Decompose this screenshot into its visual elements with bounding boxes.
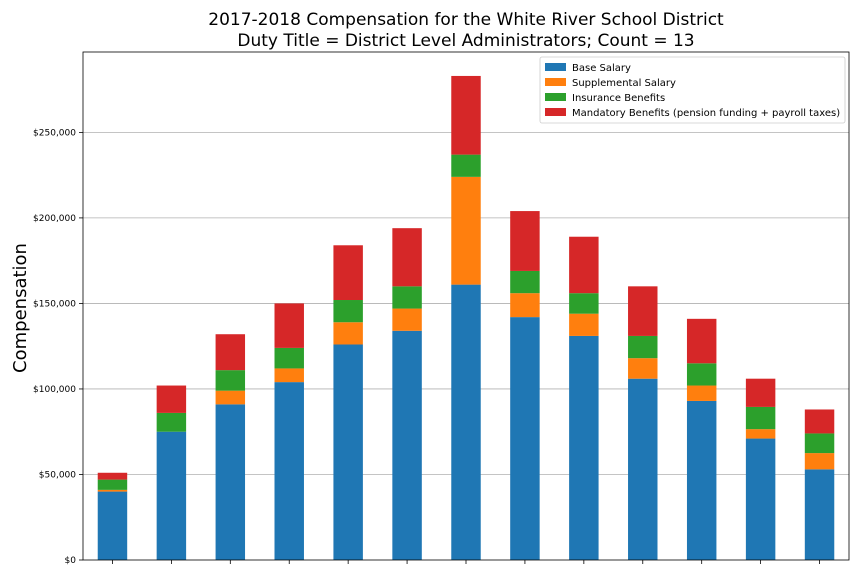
- bar-segment-2: [392, 308, 422, 331]
- y-tick-label: $250,000: [33, 128, 76, 138]
- y-tick-label: $100,000: [33, 385, 76, 395]
- y-tick-label: $0: [65, 556, 77, 566]
- legend-box: [539, 56, 846, 124]
- bar-segment-3: [510, 270, 540, 294]
- bar-segment-3: [156, 412, 187, 432]
- legend-label: Base Salary: [572, 63, 631, 74]
- bar-segment-1: [274, 382, 304, 560]
- bar-segment-4: [392, 228, 422, 287]
- legend-swatch: [545, 108, 566, 116]
- bar-segment-2: [215, 390, 246, 405]
- y-ticks: $0 $50,000 $100,000 $150,000 $200,000 $250,00…: [33, 128, 83, 566]
- legend-label: Insurance Benefits: [572, 93, 665, 104]
- bar-segment-4: [274, 303, 304, 348]
- bar-segment-1: [215, 404, 246, 560]
- bar-segment-2: [274, 368, 304, 383]
- bar-segment-2: [686, 385, 717, 401]
- bar-segment-1: [156, 431, 187, 560]
- bar-segment-4: [333, 245, 363, 301]
- bar-segment-1: [451, 284, 481, 560]
- y-axis-label: Compensation: [10, 243, 31, 373]
- legend-swatch: [545, 93, 566, 101]
- bar-segment-4: [745, 378, 776, 407]
- legend: Base Salary Supplemental Salary Insurance …: [539, 56, 846, 124]
- bar-segment-1: [804, 469, 835, 560]
- bar-segment-2: [745, 429, 776, 439]
- bars: [97, 75, 835, 560]
- bar-segment-1: [333, 344, 363, 560]
- legend-label: Mandatory Benefits (pension funding + pa…: [572, 108, 840, 119]
- bar-segment-3: [628, 335, 658, 359]
- bar-segment-2: [510, 293, 540, 318]
- bar-segment-1: [686, 400, 717, 560]
- bar-segment-3: [569, 293, 599, 314]
- bar-segment-2: [333, 322, 363, 345]
- bar-segment-3: [333, 300, 363, 323]
- y-tick-label: $50,000: [39, 470, 76, 480]
- y-tick-label: $200,000: [33, 214, 76, 224]
- chart-title: 2017-2018 Compensation for the White Riv…: [208, 10, 724, 30]
- bar-segment-3: [215, 370, 246, 391]
- bar-segment-3: [97, 479, 128, 490]
- bar-segment-2: [451, 176, 481, 285]
- bar-segment-1: [569, 335, 599, 560]
- bar-segment-4: [97, 472, 128, 480]
- bar-segment-2: [569, 313, 599, 336]
- bar-segment-4: [804, 409, 835, 434]
- bar-segment-3: [804, 433, 835, 454]
- bar-segment-4: [628, 286, 658, 336]
- bar-segment-1: [392, 330, 422, 560]
- bar-segment-3: [745, 406, 776, 430]
- bar-segment-4: [510, 211, 540, 271]
- legend-swatch: [545, 78, 566, 86]
- bar-segment-3: [451, 154, 481, 177]
- x-ticks: [112, 560, 820, 564]
- bar-segment-4: [215, 334, 246, 371]
- legend-swatch: [545, 63, 566, 71]
- bar-segment-2: [628, 358, 658, 379]
- bar-segment-3: [686, 363, 717, 386]
- y-tick-label: $150,000: [33, 299, 76, 309]
- bar-segment-4: [156, 385, 187, 413]
- legend-label: Supplemental Salary: [572, 78, 676, 89]
- bar-segment-1: [745, 438, 776, 560]
- bar-segment-3: [274, 347, 304, 369]
- bar-segment-1: [628, 378, 658, 560]
- bar-segment-4: [451, 75, 481, 155]
- bar-segment-1: [97, 491, 128, 560]
- bar-segment-4: [686, 318, 717, 364]
- bar-segment-1: [510, 317, 540, 560]
- bar-segment-2: [804, 453, 835, 470]
- bar-segment-4: [569, 236, 599, 294]
- bar-segment-3: [392, 286, 422, 309]
- chart-subtitle: Duty Title = District Level Administrato…: [237, 31, 694, 51]
- bar-segment-2: [97, 489, 128, 492]
